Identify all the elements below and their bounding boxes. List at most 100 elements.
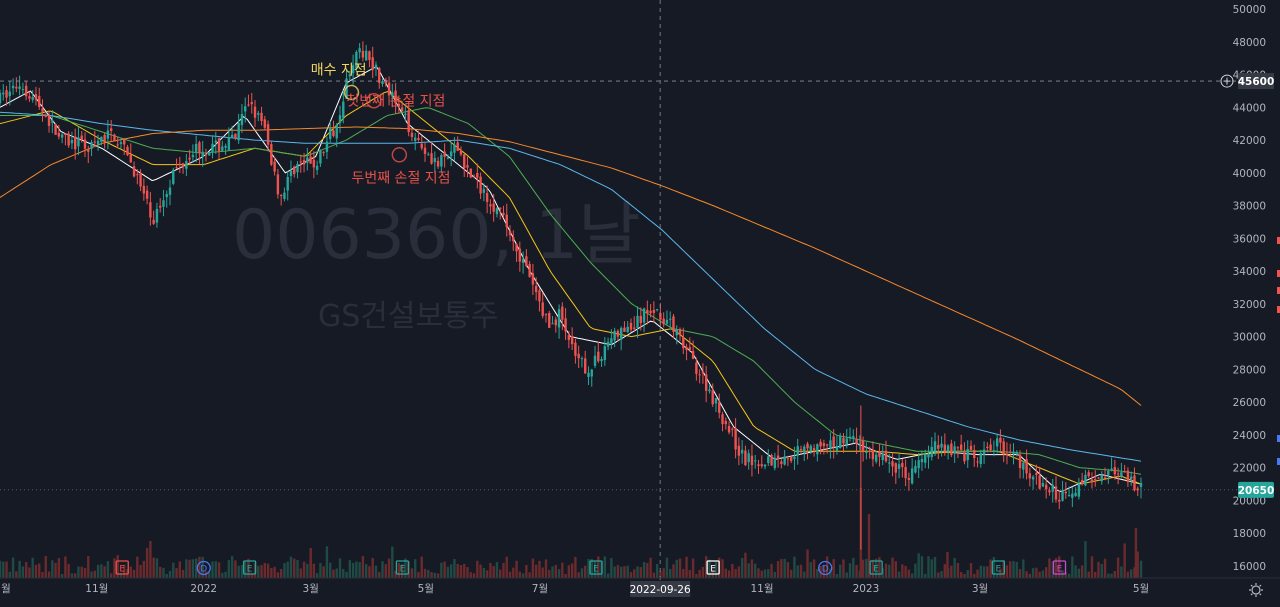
candle[interactable] xyxy=(0,92,2,104)
candle[interactable] xyxy=(839,436,842,449)
candle[interactable] xyxy=(8,91,12,97)
candle[interactable] xyxy=(11,85,15,89)
candle[interactable] xyxy=(440,155,443,167)
candle[interactable] xyxy=(966,448,969,461)
candle[interactable] xyxy=(463,154,466,169)
candle[interactable] xyxy=(538,290,541,302)
candle[interactable] xyxy=(930,446,933,458)
candle[interactable] xyxy=(175,167,178,169)
earnings-marker[interactable] xyxy=(242,560,257,575)
candle[interactable] xyxy=(521,259,525,263)
candle[interactable] xyxy=(1054,486,1058,500)
candle[interactable] xyxy=(47,115,51,126)
candle[interactable] xyxy=(263,119,267,128)
candle[interactable] xyxy=(67,133,70,146)
candle[interactable] xyxy=(495,208,499,215)
candle[interactable] xyxy=(257,113,260,115)
candle[interactable] xyxy=(41,108,44,112)
candle[interactable] xyxy=(884,450,888,462)
candle[interactable] xyxy=(250,102,253,105)
candle[interactable] xyxy=(387,82,391,96)
candle[interactable] xyxy=(407,110,410,133)
candle[interactable] xyxy=(1126,470,1130,483)
candle[interactable] xyxy=(1031,476,1035,480)
candle[interactable] xyxy=(587,372,590,377)
candle[interactable] xyxy=(606,341,610,347)
candle[interactable] xyxy=(355,52,358,69)
candle[interactable] xyxy=(1107,471,1110,476)
candle[interactable] xyxy=(299,161,302,163)
settings-gear-icon[interactable] xyxy=(1251,585,1261,595)
candle[interactable] xyxy=(551,323,554,325)
candle[interactable] xyxy=(688,347,692,350)
candle[interactable] xyxy=(325,141,329,152)
candle[interactable] xyxy=(302,160,306,165)
candle[interactable] xyxy=(90,142,93,149)
candle[interactable] xyxy=(708,389,711,392)
candle[interactable] xyxy=(217,138,221,152)
candle[interactable] xyxy=(136,174,139,176)
candle[interactable] xyxy=(204,154,208,156)
candle[interactable] xyxy=(453,144,456,153)
candle[interactable] xyxy=(649,310,652,314)
candle[interactable] xyxy=(1005,453,1009,455)
candle[interactable] xyxy=(162,200,165,207)
candle[interactable] xyxy=(482,189,486,193)
candle[interactable] xyxy=(603,346,607,361)
candle[interactable] xyxy=(201,151,204,157)
candle[interactable] xyxy=(727,425,731,433)
candle[interactable] xyxy=(943,444,947,452)
candle[interactable] xyxy=(227,137,231,150)
candle[interactable] xyxy=(100,136,103,142)
candle[interactable] xyxy=(1087,472,1090,477)
candle[interactable] xyxy=(54,124,57,135)
candle[interactable] xyxy=(319,150,322,164)
candle[interactable] xyxy=(623,327,626,332)
candle[interactable] xyxy=(982,449,986,455)
candle[interactable] xyxy=(335,124,338,139)
candle[interactable] xyxy=(570,336,574,345)
candle[interactable] xyxy=(711,390,714,405)
candle[interactable] xyxy=(874,454,878,462)
candle[interactable] xyxy=(391,92,394,97)
candle[interactable] xyxy=(763,464,767,467)
candle[interactable] xyxy=(230,134,234,139)
candle[interactable] xyxy=(109,128,113,132)
candle[interactable] xyxy=(835,446,839,451)
candle[interactable] xyxy=(927,453,930,458)
candle[interactable] xyxy=(793,456,796,459)
candle[interactable] xyxy=(642,308,646,323)
candle[interactable] xyxy=(1071,493,1074,498)
candle[interactable] xyxy=(845,438,848,445)
dividend-marker[interactable] xyxy=(818,560,833,576)
candle[interactable] xyxy=(194,143,198,152)
candle[interactable] xyxy=(253,106,257,118)
candle[interactable] xyxy=(992,450,996,452)
candle[interactable] xyxy=(757,464,760,466)
candle[interactable] xyxy=(616,330,620,337)
candle[interactable] xyxy=(891,461,894,467)
candle[interactable] xyxy=(999,437,1002,443)
candle[interactable] xyxy=(270,144,273,165)
candle[interactable] xyxy=(34,94,38,100)
candle[interactable] xyxy=(5,90,8,98)
candle[interactable] xyxy=(754,460,757,462)
candle[interactable] xyxy=(283,192,286,199)
candle[interactable] xyxy=(237,123,240,141)
candle[interactable] xyxy=(1129,476,1133,479)
candle[interactable] xyxy=(24,85,28,97)
candle[interactable] xyxy=(21,89,25,91)
candle[interactable] xyxy=(760,464,763,467)
candle[interactable] xyxy=(368,51,371,60)
candle[interactable] xyxy=(244,106,247,112)
candle[interactable] xyxy=(1025,459,1028,474)
candle[interactable] xyxy=(361,50,365,58)
candle[interactable] xyxy=(1094,479,1097,481)
candle[interactable] xyxy=(342,101,345,118)
candle[interactable] xyxy=(364,50,368,61)
candle[interactable] xyxy=(185,161,188,169)
candle[interactable] xyxy=(557,309,561,328)
candle[interactable] xyxy=(816,444,819,455)
candle[interactable] xyxy=(995,438,999,447)
candle[interactable] xyxy=(937,445,940,449)
